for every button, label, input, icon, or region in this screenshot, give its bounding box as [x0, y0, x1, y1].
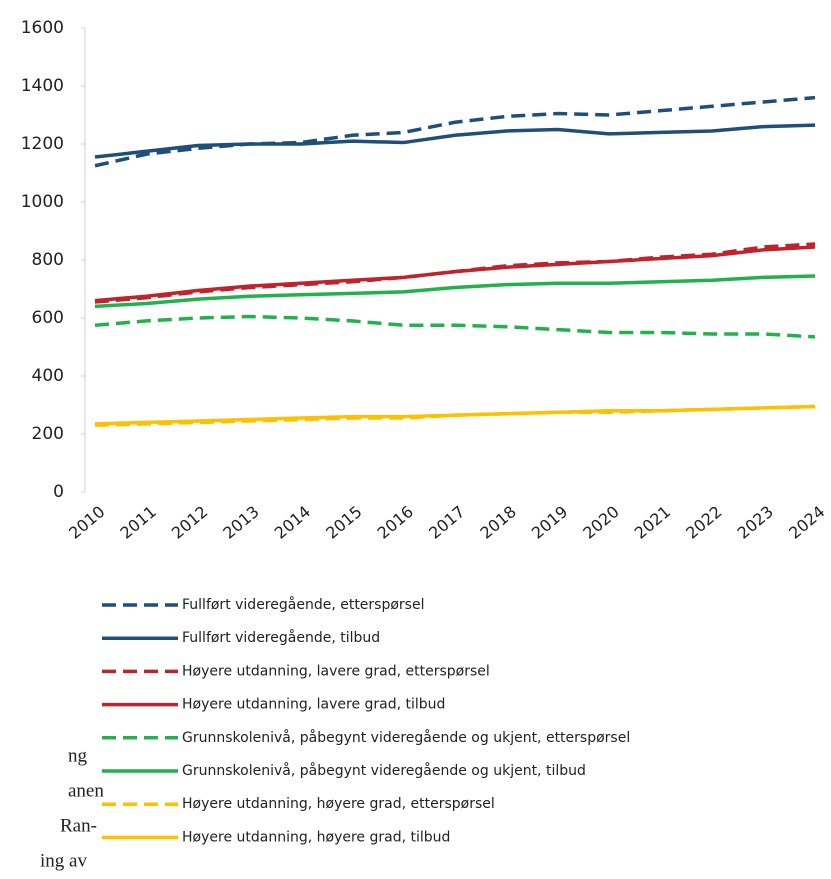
side-text: ng: [68, 745, 88, 766]
legend-label: Høyere utdanning, høyere grad, etterspør…: [182, 796, 495, 812]
series-line: [94, 404, 816, 426]
x-tick-label: 2024: [785, 502, 828, 543]
legend-label: Høyere utdanning, høyere grad, tilbud: [182, 829, 450, 845]
y-tick-label: 1000: [21, 192, 64, 212]
x-tick-label: 2018: [476, 502, 519, 543]
x-tick-label: 2012: [168, 502, 211, 543]
x-tick-label: 2017: [425, 502, 468, 543]
legend-label: Grunnskolenivå, påbegynt videregående og…: [182, 762, 586, 779]
legend-label: Fullført videregående, etterspørsel: [182, 596, 424, 613]
series-line: [94, 314, 816, 339]
legend-label: Fullført videregående, tilbud: [182, 629, 380, 646]
x-tick-label: 2022: [682, 502, 725, 543]
x-tick-label: 2011: [116, 502, 159, 543]
y-tick-label: 200: [32, 424, 64, 444]
legend-label: Grunnskolenivå, påbegynt videregående og…: [182, 729, 630, 746]
legend-label: Høyere utdanning, lavere grad, etterspør…: [182, 663, 490, 679]
side-text: Ran-: [60, 815, 97, 836]
series-line: [94, 123, 816, 159]
x-tick-label: 2019: [528, 502, 571, 543]
x-tick-label: 2010: [65, 502, 108, 543]
legend-label: Høyere utdanning, lavere grad, tilbud: [182, 697, 445, 713]
x-tick-label: 2015: [322, 502, 365, 543]
x-tick-label: 2020: [579, 502, 622, 543]
y-tick-label: 600: [32, 308, 64, 328]
x-tick-label: 2016: [374, 502, 417, 543]
x-tick-label: 2021: [631, 502, 674, 543]
x-tick-label: 2013: [219, 502, 262, 543]
series-line: [94, 274, 816, 309]
y-tick-label: 800: [32, 250, 64, 270]
y-tick-label: 1400: [21, 76, 64, 96]
y-tick-label: 1600: [21, 18, 64, 38]
side-text: ing av: [40, 850, 87, 871]
series-line: [94, 95, 816, 168]
y-tick-label: 1200: [21, 134, 64, 154]
y-tick-label: 0: [53, 482, 64, 502]
x-tick-label: 2023: [734, 502, 777, 543]
side-text: anen: [68, 780, 104, 801]
x-tick-label: 2014: [271, 502, 314, 543]
y-tick-label: 400: [32, 366, 64, 386]
series-line: [94, 245, 816, 303]
